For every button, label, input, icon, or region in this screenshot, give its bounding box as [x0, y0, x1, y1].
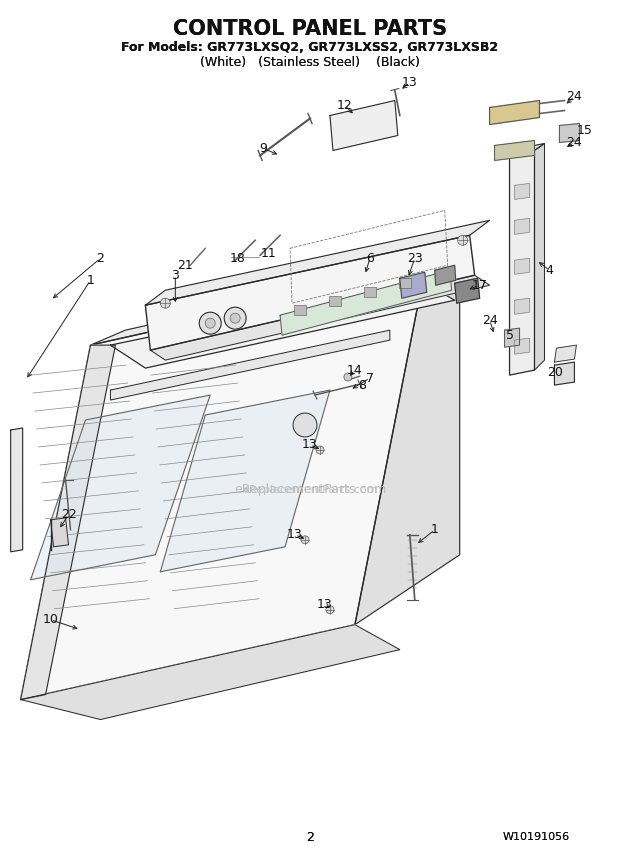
Text: 3: 3 — [171, 269, 179, 282]
Text: 2: 2 — [306, 831, 314, 844]
Polygon shape — [20, 625, 400, 720]
Text: 13: 13 — [402, 76, 418, 89]
Text: 1: 1 — [431, 523, 439, 537]
Polygon shape — [559, 123, 580, 142]
Text: 23: 23 — [407, 252, 423, 265]
Text: 13: 13 — [317, 598, 333, 611]
Circle shape — [301, 536, 309, 544]
Text: 15: 15 — [577, 124, 592, 137]
Circle shape — [316, 446, 324, 454]
Text: (White)   (Stainless Steel)    (Black): (White) (Stainless Steel) (Black) — [200, 56, 420, 69]
Text: CONTROL PANEL PARTS: CONTROL PANEL PARTS — [173, 19, 447, 39]
Polygon shape — [454, 278, 480, 303]
Polygon shape — [145, 220, 490, 306]
Bar — [294, 306, 306, 315]
Polygon shape — [495, 140, 534, 160]
Polygon shape — [515, 298, 529, 314]
Polygon shape — [161, 390, 330, 572]
Polygon shape — [515, 218, 529, 235]
Polygon shape — [20, 345, 115, 699]
Text: 14: 14 — [347, 364, 363, 377]
Polygon shape — [490, 100, 539, 124]
Text: W10191056: W10191056 — [502, 832, 569, 842]
Polygon shape — [554, 345, 577, 362]
Polygon shape — [510, 151, 534, 375]
Polygon shape — [534, 144, 544, 370]
Polygon shape — [110, 330, 390, 400]
Polygon shape — [400, 272, 427, 298]
Text: W10191056: W10191056 — [502, 832, 569, 842]
Polygon shape — [510, 144, 544, 156]
Polygon shape — [20, 270, 425, 699]
Polygon shape — [515, 259, 529, 274]
Polygon shape — [435, 265, 456, 285]
Text: eReplacementParts.com: eReplacementParts.com — [234, 484, 386, 496]
Polygon shape — [91, 255, 459, 345]
Polygon shape — [11, 428, 23, 552]
Circle shape — [458, 235, 467, 246]
Text: 2: 2 — [306, 831, 314, 844]
Bar — [329, 296, 341, 306]
Polygon shape — [515, 338, 529, 354]
Text: (White)   (Stainless Steel)    (Black): (White) (Stainless Steel) (Black) — [200, 56, 420, 69]
Text: 24: 24 — [482, 313, 497, 327]
Text: 18: 18 — [229, 252, 245, 265]
Text: 10: 10 — [43, 613, 58, 627]
Bar — [364, 288, 376, 297]
Text: 2: 2 — [97, 252, 104, 265]
Text: 22: 22 — [61, 508, 76, 521]
Text: CONTROL PANEL PARTS: CONTROL PANEL PARTS — [173, 19, 447, 39]
Text: 24: 24 — [567, 90, 582, 103]
Polygon shape — [51, 518, 69, 547]
Circle shape — [326, 606, 334, 614]
Text: 9: 9 — [259, 142, 267, 155]
Text: 20: 20 — [547, 366, 564, 378]
Polygon shape — [505, 328, 520, 348]
Text: 4: 4 — [546, 264, 554, 276]
Text: eReplacementParts.com: eReplacementParts.com — [242, 484, 378, 495]
Polygon shape — [30, 395, 210, 580]
Polygon shape — [355, 255, 459, 625]
Polygon shape — [280, 270, 452, 336]
Text: 24: 24 — [567, 136, 582, 149]
Text: 17: 17 — [472, 279, 487, 292]
Polygon shape — [554, 362, 574, 385]
Circle shape — [205, 318, 215, 328]
Circle shape — [344, 373, 352, 381]
Circle shape — [230, 313, 240, 324]
Polygon shape — [151, 276, 490, 360]
Text: 1: 1 — [87, 274, 94, 287]
Circle shape — [161, 298, 171, 308]
Polygon shape — [330, 100, 398, 151]
Text: 6: 6 — [366, 252, 374, 265]
Text: For Models: GR773LXSQ2, GR773LXSS2, GR773LXSB2: For Models: GR773LXSQ2, GR773LXSS2, GR77… — [122, 41, 498, 54]
Polygon shape — [110, 280, 454, 368]
Bar — [399, 278, 411, 288]
Text: For Models: GR773LXSQ2, GR773LXSS2, GR773LXSB2: For Models: GR773LXSQ2, GR773LXSS2, GR77… — [122, 41, 498, 54]
Text: 11: 11 — [260, 247, 276, 259]
Text: 13: 13 — [302, 438, 318, 451]
Text: 13: 13 — [287, 528, 303, 541]
Polygon shape — [145, 235, 475, 350]
Text: 8: 8 — [358, 378, 366, 391]
Circle shape — [293, 413, 317, 437]
Text: 12: 12 — [337, 99, 353, 112]
Circle shape — [224, 307, 246, 330]
Text: 7: 7 — [366, 372, 374, 384]
Text: 21: 21 — [177, 259, 193, 271]
Circle shape — [199, 312, 221, 334]
Text: 5: 5 — [505, 329, 513, 342]
Polygon shape — [515, 183, 529, 199]
